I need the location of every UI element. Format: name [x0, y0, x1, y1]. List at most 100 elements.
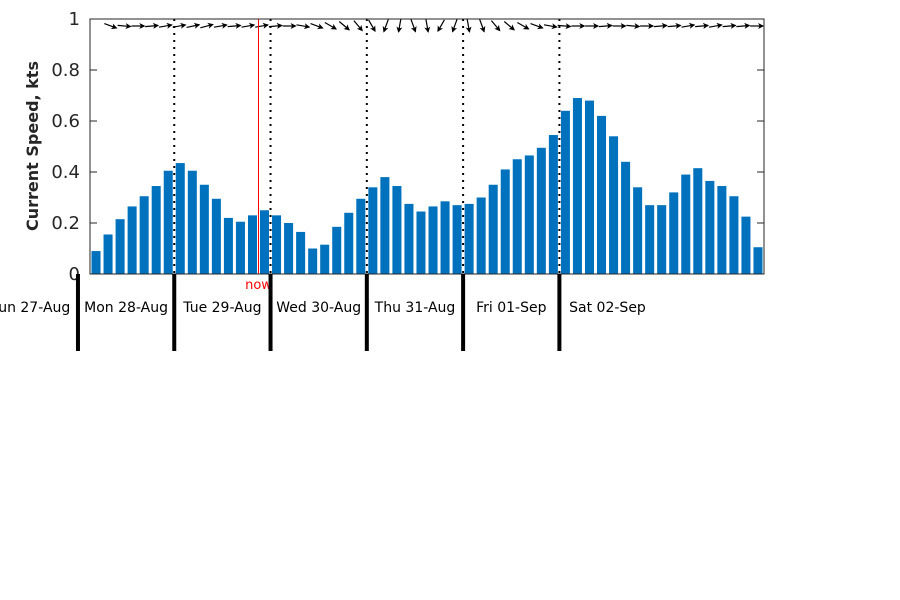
direction-arrow [324, 21, 337, 30]
day-label: Fri 01-Sep [476, 300, 546, 316]
bar [633, 187, 643, 274]
bar [488, 184, 498, 274]
direction-arrow [722, 22, 737, 29]
bar [235, 221, 245, 274]
direction-arrow [200, 22, 214, 29]
bar [753, 247, 763, 274]
day-label: Mon 28-Aug [84, 300, 168, 316]
bar [151, 186, 161, 274]
direction-arrow [557, 23, 572, 30]
bar [211, 198, 221, 274]
bar [404, 203, 414, 275]
bar [512, 159, 522, 274]
bar [272, 215, 282, 274]
bar [127, 206, 137, 274]
bar [524, 155, 534, 274]
bar [500, 169, 510, 274]
bar [572, 98, 582, 274]
bar [103, 234, 113, 274]
bar [175, 163, 185, 274]
day-label: Sun 27-Aug [0, 300, 70, 316]
bar [693, 168, 703, 274]
bar [536, 147, 546, 274]
direction-arrow [598, 22, 613, 29]
direction-arrow [158, 22, 173, 29]
bar [332, 226, 342, 274]
direction-arrow [490, 20, 501, 32]
direction-arrow [353, 20, 363, 32]
bar [452, 205, 462, 274]
direction-arrow [530, 23, 544, 30]
direction-arrow [708, 22, 723, 29]
bar [247, 215, 257, 274]
bar [476, 197, 486, 274]
direction-arrow [571, 23, 586, 29]
direction-arrow [736, 22, 751, 29]
bar [741, 216, 751, 275]
bar [296, 231, 306, 274]
direction-arrow [750, 23, 765, 29]
bar [344, 212, 354, 274]
direction-arrow [517, 21, 530, 30]
bar [308, 248, 318, 274]
direction-arrow [255, 22, 269, 29]
day-label: Sat 02-Sep [569, 300, 646, 316]
y-tick-label: 0.4 [51, 162, 80, 183]
bar [260, 210, 270, 274]
y-axis-label: Current Speed, kts [23, 61, 42, 231]
direction-arrow [612, 23, 627, 29]
direction-arrow [451, 19, 458, 33]
bar [380, 177, 390, 274]
y-tick-label: 0 [69, 264, 80, 285]
bar [284, 223, 294, 274]
bar [91, 251, 101, 274]
bar [657, 205, 667, 274]
bar [681, 174, 691, 274]
bar [609, 136, 619, 274]
direction-arrow [424, 19, 431, 33]
bar [669, 192, 679, 274]
direction-arrow [186, 22, 201, 29]
direction-arrow [681, 22, 696, 29]
bar [187, 170, 197, 274]
direction-arrow [241, 22, 256, 29]
day-divider-lines [173, 19, 561, 274]
direction-arrow [410, 19, 417, 33]
day-labels: Sun 27-Aug Mon 28-Aug Tue 29-Aug Wed 30-Aug… [0, 300, 646, 316]
bar [199, 184, 209, 274]
bar [464, 203, 474, 275]
bar [223, 217, 233, 274]
direction-arrow [626, 23, 641, 30]
plot-frame [89, 18, 765, 275]
direction-arrows [104, 19, 765, 33]
direction-arrow [382, 19, 389, 33]
bar [621, 161, 631, 274]
day-markers [75, 274, 562, 351]
bar [356, 198, 366, 274]
direction-arrow [282, 23, 297, 29]
direction-arrow [104, 23, 118, 30]
y-tick-label: 0.8 [51, 60, 80, 81]
bar [163, 170, 173, 274]
y-axis-ticks: 0 0.2 0.4 0.6 0.8 1 [51, 9, 764, 285]
direction-arrow [695, 22, 710, 29]
bar [597, 115, 607, 275]
direction-arrow [667, 22, 682, 29]
direction-arrow [640, 23, 655, 29]
direction-arrow [117, 23, 132, 30]
direction-arrow [213, 22, 228, 29]
direction-arrow [338, 21, 350, 31]
direction-arrow [465, 19, 472, 33]
bar [320, 244, 330, 274]
bar [416, 211, 426, 274]
day-label: Thu 31-Aug [374, 300, 456, 316]
bar [139, 196, 149, 274]
bars-group [91, 98, 763, 275]
y-tick-label: 1 [69, 9, 80, 30]
bar [717, 186, 727, 274]
direction-arrow [503, 21, 515, 31]
bar [705, 180, 715, 274]
y-tick-label: 0.6 [51, 111, 80, 132]
bar [392, 186, 402, 274]
